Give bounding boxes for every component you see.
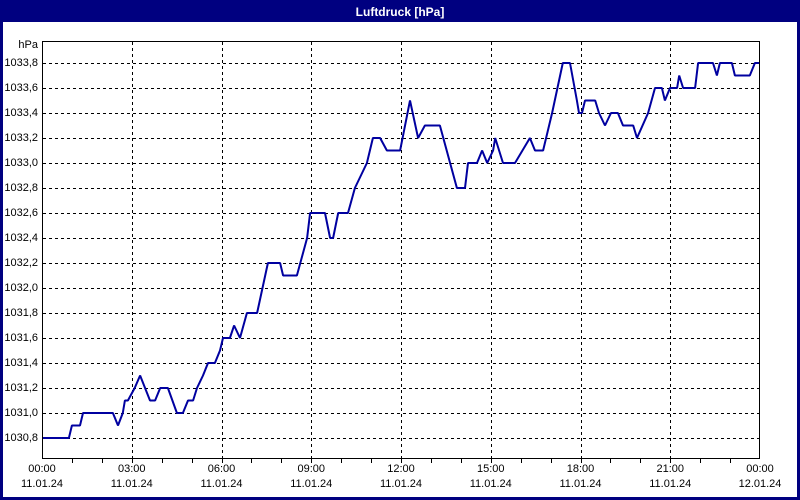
- x-tick-time: 06:00: [207, 463, 236, 475]
- y-tick-label: 1031,0: [4, 407, 38, 419]
- x-tick-date: 11.01.24: [649, 478, 692, 490]
- x-tick-date: 11.01.24: [110, 478, 153, 490]
- y-tick-label: 1033,2: [4, 132, 38, 144]
- y-tick-label: 1032,0: [4, 282, 38, 294]
- y-tick-label: 1032,8: [4, 182, 38, 194]
- x-tick-time: 09:00: [297, 463, 326, 475]
- pressure-line-chart: [42, 41, 760, 463]
- x-tick-date: 11.01.24: [379, 478, 422, 490]
- window-titlebar: Luftdruck [hPa]: [3, 3, 797, 22]
- x-tick-time: 15:00: [476, 463, 505, 475]
- x-tick-time: 00:00: [28, 463, 56, 475]
- y-axis-unit-label: hPa: [18, 39, 38, 51]
- y-tick-label: 1032,4: [4, 232, 38, 244]
- y-tick-label: 1031,6: [4, 332, 38, 344]
- x-tick-date: 11.01.24: [200, 478, 243, 490]
- y-tick-label: 1033,6: [4, 82, 38, 94]
- y-tick-label: 1031,4: [4, 357, 38, 369]
- x-tick-time: 12:00: [387, 463, 415, 475]
- x-tick-date: 11.01.24: [559, 478, 602, 490]
- y-tick-label: 1031,8: [4, 307, 38, 319]
- x-tick-time: 18:00: [566, 463, 595, 475]
- y-tick-label: 1032,6: [4, 207, 38, 219]
- y-tick-label: 1030,8: [4, 432, 38, 444]
- y-tick-label: 1033,0: [4, 157, 38, 169]
- y-tick-label: 1033,4: [4, 107, 38, 119]
- x-tick-time: 21:00: [656, 463, 685, 475]
- x-tick-time: 00:00: [746, 463, 774, 475]
- x-tick-date: 11.01.24: [290, 478, 333, 490]
- x-tick-date: 11.01.24: [20, 478, 63, 490]
- x-tick-time: 03:00: [117, 463, 146, 475]
- y-tick-label: 1031,2: [4, 382, 38, 394]
- y-tick-label: 1032,2: [4, 257, 38, 269]
- x-tick-date: 11.01.24: [469, 478, 512, 490]
- window-title: Luftdruck [hPa]: [355, 5, 445, 19]
- y-tick-label: 1033,8: [4, 57, 38, 69]
- x-tick-date: 12.01.24: [738, 478, 782, 490]
- plot-area: [42, 41, 760, 463]
